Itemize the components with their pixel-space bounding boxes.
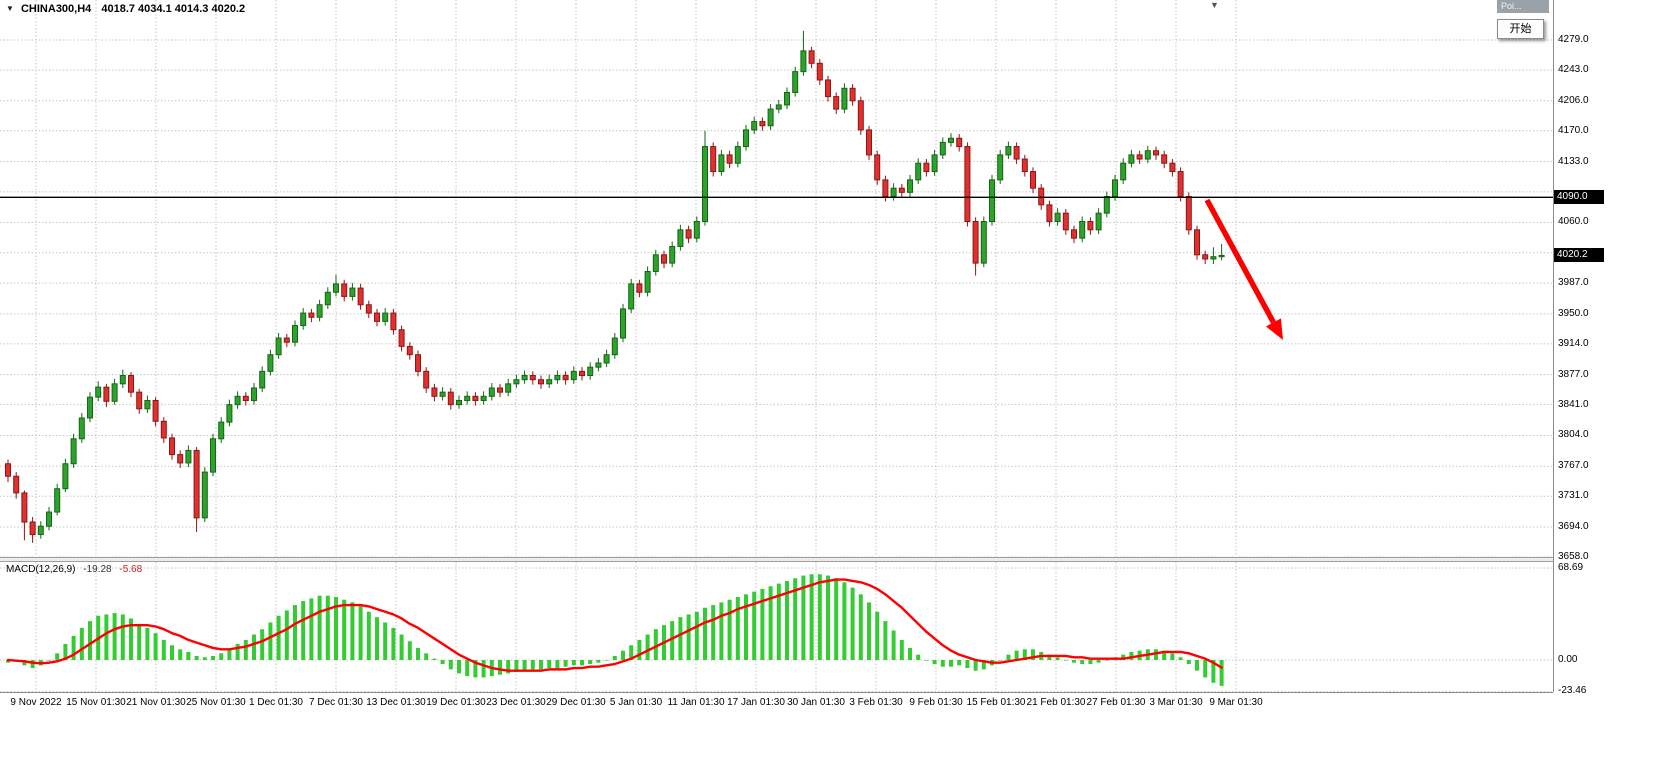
price-axis-label: 3804.0: [1558, 429, 1589, 441]
price-axis-label: 4133.0: [1558, 155, 1589, 167]
time-axis-label: 3 Mar 01:30: [1149, 697, 1203, 708]
time-axis-label: 25 Nov 01:30: [186, 697, 246, 708]
price-badge-current: 4020.2: [1554, 248, 1604, 263]
tooltip-poi: Poi...: [1497, 0, 1549, 13]
price-axis-label: 3658.0: [1558, 551, 1589, 562]
price-axis[interactable]: 4090.0 4020.2 4279.0 4243.0 4206.0 4170.0 41…: [1553, 0, 1675, 696]
macd-name-label: MACD(12,26,9): [6, 564, 76, 575]
time-axis-label: 13 Dec 01:30: [366, 697, 426, 708]
price-axis-label: 3694.0: [1558, 521, 1589, 533]
macd-indicator-label: MACD(12,26,9) -19.28 -5.68: [6, 564, 142, 575]
time-axis-label: 15 Feb 01:30: [966, 697, 1026, 708]
symbol-period-label: CHINA300,H4: [20, 3, 92, 15]
price-axis-label: 3767.0: [1558, 460, 1589, 472]
candles-layer: [5, 30, 1225, 543]
chart-header: ▼ CHINA300,H4 4018.7 4034.1 4014.3 4020.…: [6, 3, 245, 15]
macd-signal-line: [6, 578, 1223, 672]
time-axis-label: 19 Dec 01:30: [426, 697, 486, 708]
price-badge-hline: 4090.0: [1554, 190, 1604, 205]
price-axis-label: 3841.0: [1558, 398, 1589, 410]
time-axis-label: 23 Dec 01:30: [486, 697, 546, 708]
panel-splitter[interactable]: [0, 557, 1553, 562]
time-axis-label: 27 Feb 01:30: [1086, 697, 1146, 708]
trend-arrow[interactable]: [1204, 198, 1283, 340]
macd-axis-label: 68.69: [1558, 561, 1584, 573]
start-button[interactable]: 开始: [1497, 19, 1544, 39]
chart-shift-icon: ▼: [1210, 0, 1219, 10]
time-axis-label: 29 Dec 01:30: [546, 697, 606, 708]
time-axis-label: 5 Jan 01:30: [609, 697, 663, 708]
time-axis-label: 9 Mar 01:30: [1209, 697, 1263, 708]
macd-histogram-layer: [6, 574, 1224, 686]
time-axis-label: 30 Jan 01:30: [787, 697, 845, 708]
macd-panel-canvas[interactable]: [0, 562, 1553, 692]
time-axis-label: 3 Feb 01:30: [849, 697, 903, 708]
macd-axis-label: 0.00: [1558, 654, 1578, 665]
price-axis-label: 4206.0: [1558, 94, 1589, 106]
main-grid-layer: [0, 0, 1553, 557]
price-axis-label: 4060.0: [1558, 216, 1589, 228]
macd-main-value: -19.28: [83, 564, 112, 575]
macd-grid-layer: [0, 562, 1553, 692]
macd-axis-label: -23.46: [1558, 685, 1587, 697]
macd-signal-value: -5.68: [119, 564, 143, 575]
time-axis-label: 11 Jan 01:30: [667, 697, 725, 708]
ohlc-values-label: 4018.7 4034.1 4014.3 4020.2: [101, 3, 246, 15]
time-axis[interactable]: 9 Nov 2022 15 Nov 01:30 21 Nov 01:30 25 Nov…: [0, 692, 1553, 719]
price-axis-label: 3877.0: [1558, 368, 1589, 380]
price-axis-label: 3731.0: [1558, 490, 1589, 502]
time-axis-label: 9 Nov 2022: [10, 697, 62, 708]
time-axis-label: 9 Feb 01:30: [909, 697, 963, 708]
price-axis-label: 4170.0: [1558, 124, 1589, 136]
time-axis-label: 1 Dec 01:30: [249, 697, 303, 708]
time-axis-label: 21 Feb 01:30: [1026, 697, 1086, 708]
price-axis-label: 3914.0: [1558, 337, 1589, 349]
quick-trade-icon[interactable]: ▼: [6, 4, 14, 13]
price-chart-canvas[interactable]: [0, 0, 1553, 557]
price-axis-label: 4243.0: [1558, 63, 1589, 75]
time-axis-label: 21 Nov 01:30: [126, 697, 186, 708]
price-axis-label: 3987.0: [1558, 277, 1589, 289]
price-axis-label: 4279.0: [1558, 34, 1589, 45]
time-axis-label: 15 Nov 01:30: [66, 697, 126, 708]
time-axis-label: 17 Jan 01:30: [727, 697, 785, 708]
time-axis-label: 7 Dec 01:30: [309, 697, 363, 708]
price-axis-label: 3950.0: [1558, 307, 1589, 319]
